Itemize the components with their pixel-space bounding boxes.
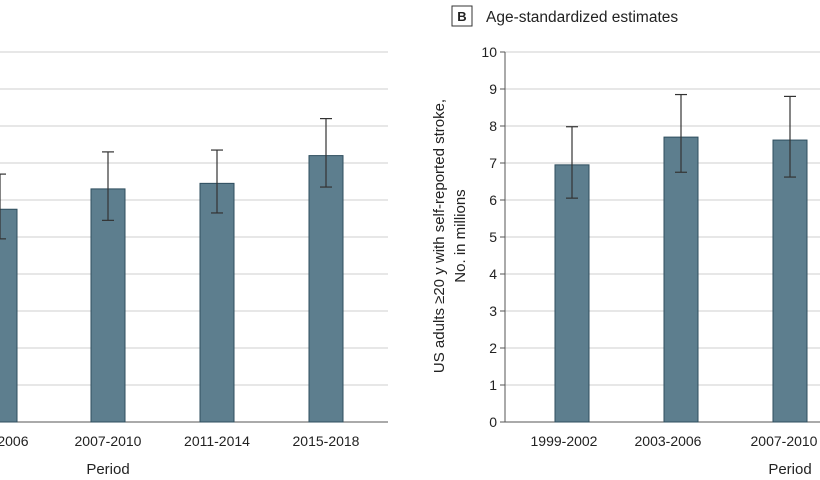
x-axis-title: Period (768, 461, 811, 478)
y-tick-label: 1 (489, 377, 497, 393)
panel-b: B Age-standardized estimates US adults ≥… (431, 5, 820, 478)
bar (772, 139, 808, 423)
y-tick-label: 9 (489, 81, 497, 97)
bar (0, 208, 18, 423)
x-tick-label: 2015-2018 (293, 433, 360, 449)
x-tick-label: 2003-2006 (635, 433, 702, 449)
bar (554, 164, 590, 423)
y-tick-label: 5 (489, 229, 497, 245)
y-tick-label: 4 (489, 266, 497, 282)
x-tick-label: 1999-2002 (531, 433, 598, 449)
panel-b-title: Age-standardized estimates (486, 9, 678, 26)
bar (199, 182, 235, 423)
y-tick-label: 8 (489, 118, 497, 134)
x-tick-label: 2007-2010 (75, 433, 142, 449)
x-tick-label: 2003-2006 (0, 433, 29, 449)
panel-b-badge-letter: B (457, 9, 466, 24)
x-tick-label: 2007-2010 (751, 433, 818, 449)
panel-b-y-axis-title-line1: US adults ≥20 y with self-reported strok… (431, 99, 448, 373)
bar (90, 188, 126, 423)
bar (663, 136, 699, 423)
y-tick-label: 0 (489, 414, 497, 430)
bar (308, 155, 344, 423)
y-tick-label: 7 (489, 155, 497, 171)
y-tick-label: 10 (481, 44, 497, 60)
panel-b-y-axis-title-line2: No. in millions (452, 189, 469, 282)
y-tick-label: 2 (489, 340, 497, 356)
x-axis-title: Period (86, 461, 129, 478)
panel-b-badge (451, 5, 473, 27)
y-tick-label: 3 (489, 303, 497, 319)
y-tick-label: 6 (489, 192, 497, 208)
panel-a: 2003-2006 2007-2010 2011-2014 2015-2018 Peri… (0, 51, 388, 478)
x-tick-label: 2011-2014 (184, 433, 250, 449)
